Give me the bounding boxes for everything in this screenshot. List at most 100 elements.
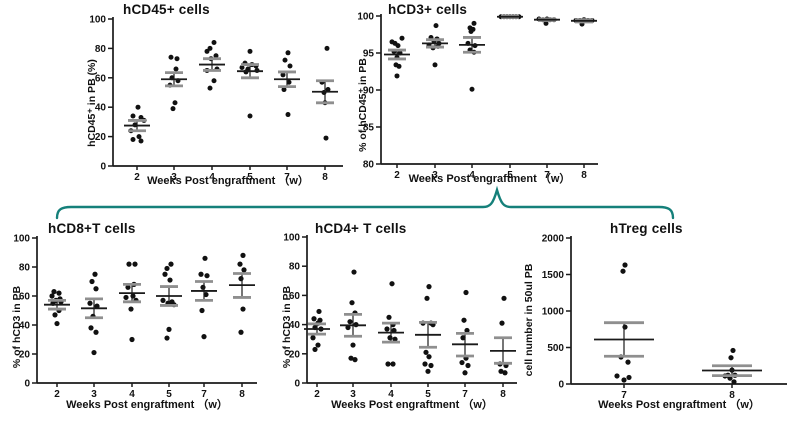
week-group-5 [497, 14, 523, 20]
y-tick-label: 1000 [542, 307, 565, 318]
data-point [87, 300, 93, 306]
x-axis-label-hcd8: Weeks Post engraftment （w） [66, 399, 228, 411]
data-point [51, 289, 57, 295]
y-tick-label: 20 [95, 132, 107, 143]
week-group-8 [702, 347, 762, 385]
data-point [237, 261, 243, 267]
data-point [166, 326, 172, 332]
week-group-2 [44, 289, 70, 327]
data-point [130, 137, 136, 143]
data-point [93, 329, 99, 335]
x-tick-label: 5 [166, 389, 172, 400]
y-tick-label: 85 [363, 123, 375, 134]
x-axis-label-htreg: Weeks Post engraftment （w） [598, 399, 760, 411]
x-tick-label: 3 [171, 172, 177, 183]
data-point [426, 284, 432, 290]
data-point [286, 79, 292, 85]
data-point [89, 278, 95, 285]
data-point [424, 295, 430, 301]
x-tick-label: 2 [134, 172, 140, 183]
x-tick-label: 2 [394, 170, 400, 181]
data-point [392, 336, 398, 342]
chart-hcd45-panel: hCD45+ cells hCD45⁺ in PB (%) Weeks Post… [85, 0, 365, 200]
data-point [498, 368, 504, 374]
y-tick-label: 100 [283, 233, 300, 244]
data-point [501, 295, 507, 301]
week-group-8 [490, 295, 516, 376]
y-tick-label: 80 [95, 44, 107, 55]
x-tick-label: 8 [581, 170, 587, 181]
data-point [162, 271, 168, 277]
data-point [238, 276, 244, 282]
data-point [280, 72, 286, 78]
data-point [201, 334, 207, 340]
data-point [348, 355, 354, 361]
week-group-7 [274, 50, 300, 118]
data-point [325, 87, 331, 93]
week-group-5 [156, 261, 182, 341]
y-tick-label: 80 [19, 263, 31, 274]
data-point [543, 20, 549, 26]
data-point [173, 66, 179, 72]
week-group-2 [384, 35, 410, 79]
data-point [56, 290, 62, 296]
week-group-3 [161, 54, 187, 112]
data-point [240, 306, 246, 312]
data-point [285, 50, 291, 56]
data-point [128, 306, 134, 312]
data-point [172, 100, 178, 106]
data-point [385, 361, 391, 367]
data-point [311, 316, 317, 322]
data-point [460, 335, 466, 341]
y-tick-label: 1500 [542, 270, 565, 281]
week-group-3 [81, 271, 107, 356]
week-group-3 [422, 23, 448, 68]
y-tick-label: 60 [95, 73, 107, 84]
x-tick-label: 7 [621, 390, 627, 401]
data-point [54, 320, 60, 327]
data-point [203, 291, 209, 298]
data-point [620, 268, 626, 274]
data-point [130, 113, 136, 119]
chart-title-hcd3: hCD3+ cells [388, 2, 468, 17]
data-point [464, 327, 470, 334]
week-group-4 [459, 20, 485, 92]
data-point [125, 284, 131, 290]
data-point [239, 65, 245, 71]
week-group-7 [452, 289, 478, 376]
data-point [387, 335, 393, 341]
data-point [432, 62, 438, 68]
plot-area-hcd3: 80 85 90 95 100 2 3 4 5 7 8 [357, 12, 598, 181]
data-point [384, 326, 390, 332]
x-tick-label: 4 [129, 389, 135, 400]
x-tick-label: 7 [201, 389, 207, 400]
data-point [731, 379, 737, 385]
y-tick-label: 0 [558, 380, 564, 391]
chart-htreg-panel: hTreg cells cell number in 50ul PB Weeks… [518, 215, 796, 421]
data-point [211, 78, 217, 84]
data-point [399, 35, 405, 41]
x-tick-label: 4 [209, 172, 215, 183]
data-point [625, 359, 631, 365]
data-point [287, 63, 293, 69]
data-point [499, 320, 505, 326]
y-tick-label: 500 [547, 343, 564, 354]
chart-hcd4-panel: hCD4+ T cells % of hCD3 in PB Weeks Post… [280, 215, 532, 421]
chart-title-hcd8: hCD8+T cells [48, 221, 136, 236]
y-tick-label: 0 [294, 379, 300, 390]
data-point [622, 262, 628, 268]
x-axis-label-hcd3: Weeks Post engraftment （w） [408, 173, 571, 185]
data-point [323, 135, 329, 141]
chart-hcd3-panel: hCD3+ cells % of hCD45⁺ in PB Weeks Post… [355, 0, 617, 200]
x-tick-label: 8 [729, 390, 735, 401]
data-point [471, 20, 477, 26]
data-point [164, 265, 170, 272]
data-point [422, 361, 428, 367]
data-point [347, 319, 353, 325]
data-point [91, 349, 97, 356]
week-group-8 [312, 45, 338, 141]
data-point [459, 359, 465, 366]
data-point [285, 112, 291, 118]
x-tick-label: 5 [247, 172, 253, 183]
